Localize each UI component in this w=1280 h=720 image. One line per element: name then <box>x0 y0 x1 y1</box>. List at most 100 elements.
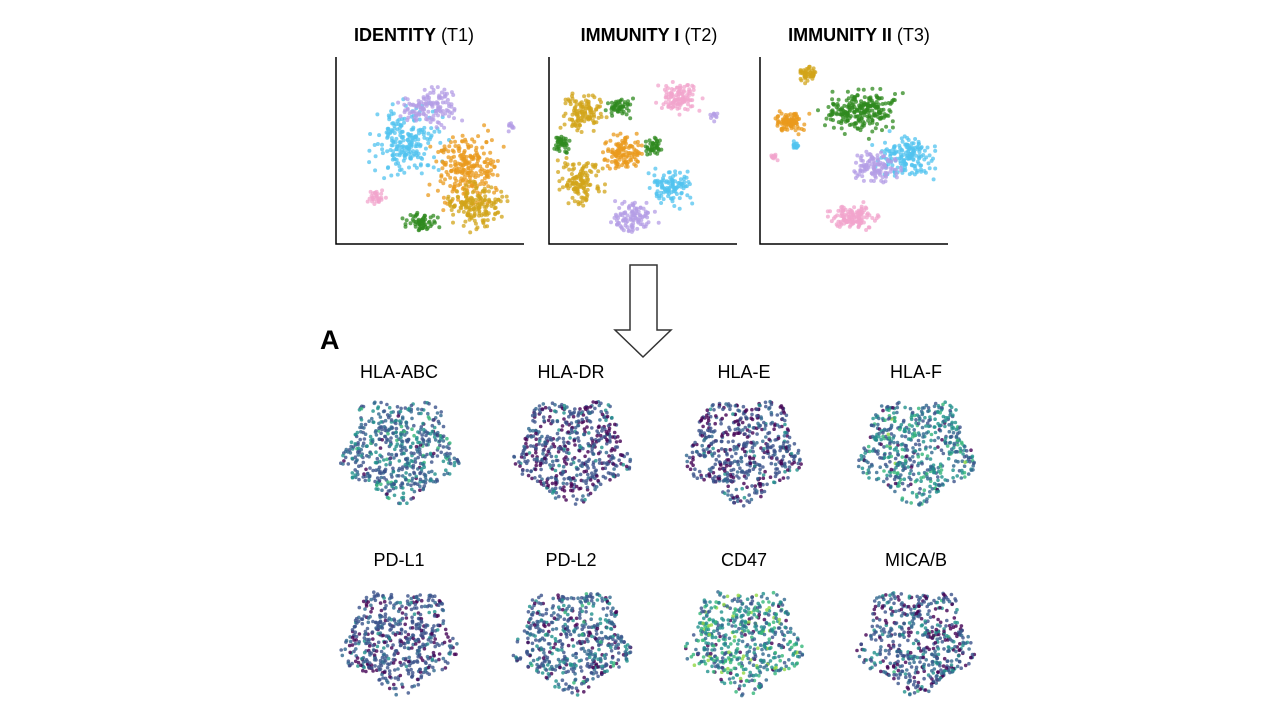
panel-title-bold: IDENTITY <box>354 25 436 45</box>
cell-dot <box>881 180 886 185</box>
cell-dot <box>887 129 892 134</box>
cell-dot <box>409 497 413 501</box>
cell-dot <box>417 227 422 232</box>
cell-dot <box>936 478 940 483</box>
cell-dot <box>630 144 635 149</box>
cell-dot <box>374 194 379 199</box>
cell-dot <box>951 464 956 468</box>
cell-dot <box>462 150 467 155</box>
cell-dot <box>569 172 574 176</box>
cell-dot <box>913 442 918 447</box>
cell-dot <box>594 173 599 178</box>
cell-dot <box>681 94 686 99</box>
cell-dot <box>402 451 406 456</box>
cell-dot <box>887 416 892 420</box>
cell-dot <box>609 159 614 164</box>
cell-dot <box>929 158 934 163</box>
cell-dot <box>370 606 375 611</box>
cell-dot <box>610 415 614 420</box>
cell-dot <box>690 92 695 97</box>
cell-dot <box>731 412 735 416</box>
cell-dot <box>656 148 661 153</box>
cell-dot <box>702 438 706 443</box>
cell-dot <box>443 177 447 182</box>
cell-dot <box>610 147 615 152</box>
cell-dot <box>524 452 529 457</box>
cell-dot <box>831 125 836 130</box>
cell-dot <box>389 592 394 597</box>
cell-dot <box>386 431 390 436</box>
cell-dot <box>482 224 487 229</box>
cell-dot <box>347 447 352 452</box>
cell-dot <box>393 161 398 166</box>
cell-dot <box>431 213 436 218</box>
cell-dot <box>390 452 394 457</box>
cell-dot <box>432 609 437 614</box>
cell-dot <box>816 108 820 113</box>
cell-dot <box>603 108 608 113</box>
cell-dot <box>940 475 944 479</box>
cell-dot <box>445 97 450 102</box>
cell-dot <box>370 416 374 421</box>
cell-dot <box>613 166 618 171</box>
cell-dot <box>951 468 955 473</box>
cell-dot <box>938 464 943 469</box>
cell-dot <box>464 194 468 199</box>
cell-dot <box>407 165 411 170</box>
cell-dot <box>885 444 889 448</box>
cell-dot <box>529 444 533 448</box>
cell-dot <box>570 91 575 96</box>
cell-dot <box>745 440 750 445</box>
cell-dot <box>474 227 479 232</box>
cell-dot <box>489 168 494 173</box>
cell-dot <box>713 421 717 426</box>
cell-dot <box>520 472 525 476</box>
cell-dot <box>920 425 925 430</box>
cell-dot <box>671 174 676 179</box>
cell-dot <box>432 451 436 456</box>
cell-dot <box>879 437 883 442</box>
cell-dot <box>461 163 465 168</box>
cell-dot <box>447 144 452 149</box>
cell-dot <box>367 419 371 424</box>
cell-dot <box>448 175 453 180</box>
cell-dot <box>440 166 445 171</box>
cell-dot <box>451 220 455 225</box>
cell-dot <box>571 414 576 419</box>
cell-dot <box>564 156 569 160</box>
cell-dot <box>917 442 922 447</box>
axis <box>548 57 737 245</box>
cell-dot <box>610 154 614 159</box>
cell-dot <box>921 435 925 439</box>
cell-dot <box>951 446 956 450</box>
cell-dot <box>572 199 577 204</box>
cell-dot <box>950 424 954 429</box>
cell-dot <box>878 110 883 115</box>
cell-dot <box>954 408 958 412</box>
cell-dot <box>690 201 695 206</box>
cell-dot <box>586 93 591 98</box>
cell-dot <box>689 461 694 465</box>
cell-dot <box>525 468 529 473</box>
cell-dot <box>741 404 746 409</box>
cell-dot <box>376 405 381 409</box>
cell-dot <box>562 122 567 127</box>
cell-dot <box>652 173 657 178</box>
cell-dot <box>406 632 411 637</box>
cell-dot <box>535 456 539 461</box>
cell-dot <box>790 462 794 466</box>
cell-dot <box>568 102 573 107</box>
cell-dot <box>917 155 922 160</box>
cell-dot <box>529 469 533 473</box>
cell-dot <box>886 113 891 118</box>
cell-dot <box>674 93 679 98</box>
cell-dot <box>928 445 932 449</box>
marker-label: MICA/B <box>885 550 947 570</box>
cell-dot <box>587 457 591 462</box>
cell-dot <box>619 155 624 160</box>
cell-dot <box>852 205 857 210</box>
cell-dot <box>605 158 610 163</box>
cell-dot <box>867 99 872 103</box>
cell-dot <box>362 437 367 441</box>
cell-dot <box>404 448 409 453</box>
